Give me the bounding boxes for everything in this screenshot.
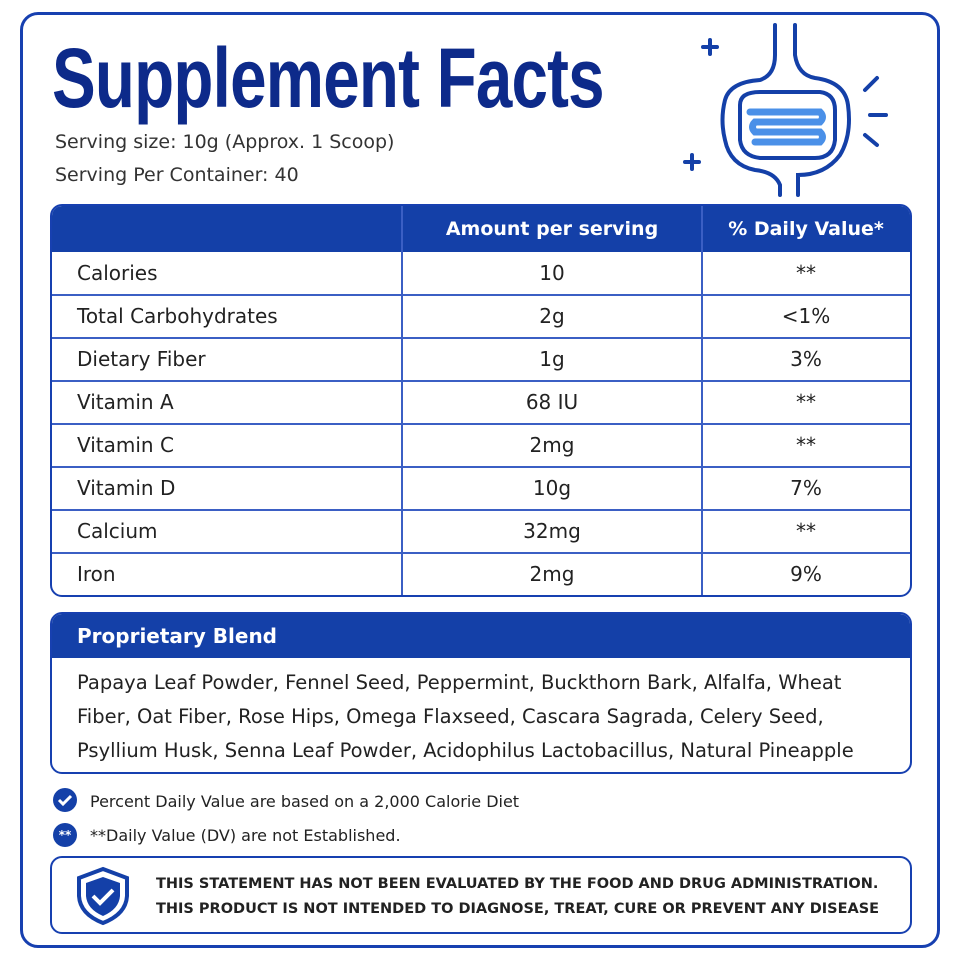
amount: 68 IU	[525, 390, 579, 414]
note: Percent Daily Value are based on a 2,000…	[90, 792, 520, 811]
row-divider	[52, 380, 910, 382]
blend-box: Proprietary Blend Papaya Leaf Powder, Fe…	[50, 612, 912, 774]
disclaimer-line: THIS PRODUCT IS NOT INTENDED TO DIAGNOSE…	[156, 901, 880, 917]
gut-icon	[683, 23, 888, 197]
daily-value: **	[796, 390, 816, 414]
daily-value: 9%	[790, 562, 822, 586]
nutrient-name: Vitamin C	[77, 433, 174, 457]
amount: 2mg	[529, 433, 575, 457]
row-divider	[52, 423, 910, 425]
serving-size: Serving size: 10g (Approx. 1 Scoop)	[55, 131, 395, 153]
note: **Daily Value (DV) are not Established.	[90, 826, 401, 845]
daily-value: **	[796, 433, 816, 457]
daily-value: 3%	[790, 347, 822, 371]
column-divider	[401, 206, 403, 595]
row-divider	[52, 294, 910, 296]
amount: 1g	[539, 347, 565, 371]
amount: 10g	[532, 476, 572, 500]
row-divider	[52, 466, 910, 468]
daily-value: **	[796, 261, 816, 285]
amount: 10	[539, 261, 565, 285]
column-header: % Daily Value*	[702, 206, 910, 252]
daily-value: **	[796, 519, 816, 543]
nutrient-name: Total Carbohydrates	[77, 304, 278, 328]
blend-title: Proprietary Blend	[52, 614, 910, 658]
column-header: Amount per serving	[402, 206, 702, 252]
shield-icon	[77, 866, 129, 926]
check-icon	[53, 788, 77, 812]
blend-text: Papaya Leaf Powder, Fennel Seed, Pepperm…	[77, 671, 854, 762]
nutrient-name: Dietary Fiber	[77, 347, 206, 371]
daily-value: <1%	[781, 304, 831, 328]
disclaimer-line: THIS STATEMENT HAS NOT BEEN EVALUATED BY…	[156, 876, 879, 892]
nutrient-name: Iron	[77, 562, 116, 586]
nutrient-name: Calcium	[77, 519, 158, 543]
frame	[20, 12, 940, 948]
row-divider	[52, 337, 910, 339]
nutrient-name: Vitamin D	[77, 476, 176, 500]
disclaimer-box: THIS STATEMENT HAS NOT BEEN EVALUATED BY…	[50, 856, 912, 934]
title: Supplement Facts	[52, 31, 605, 125]
column-divider	[701, 206, 703, 595]
row-divider	[52, 552, 910, 554]
nutrient-name: Vitamin A	[77, 390, 174, 414]
note-badge: **	[53, 823, 77, 847]
servings-per-container: Serving Per Container: 40	[55, 164, 299, 186]
amount: 2mg	[529, 562, 575, 586]
daily-value: 7%	[790, 476, 822, 500]
nutrition-table: Amount per serving% Daily Value* Calories…	[50, 204, 912, 597]
amount: 32mg	[523, 519, 581, 543]
row-divider	[52, 509, 910, 511]
amount: 2g	[539, 304, 565, 328]
nutrient-name: Calories	[77, 261, 158, 285]
